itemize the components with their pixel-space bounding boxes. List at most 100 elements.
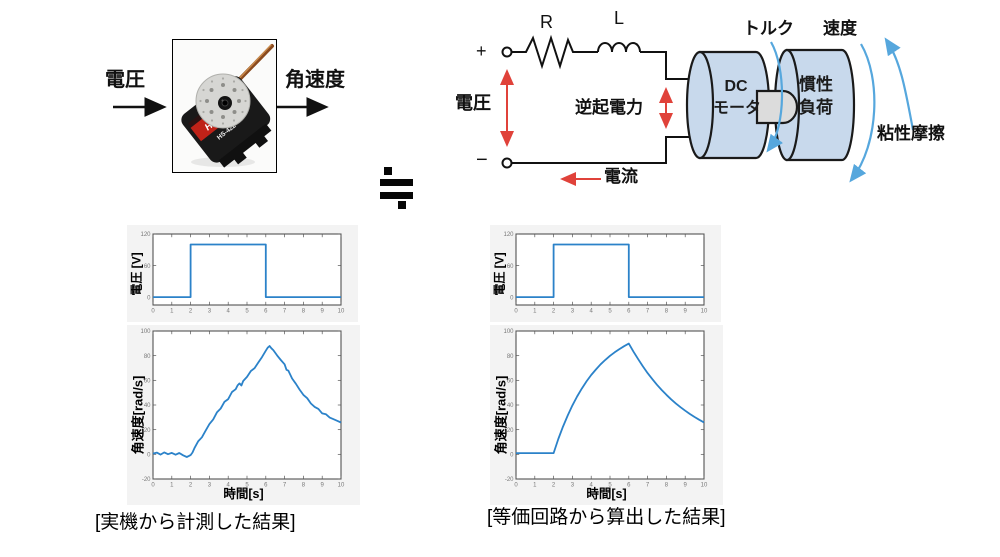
svg-text:0: 0 <box>147 453 151 459</box>
red-arrows <box>500 69 673 186</box>
svg-text:1: 1 <box>533 483 537 489</box>
rotation-arrows <box>766 37 915 183</box>
plot-line <box>516 342 705 455</box>
svg-text:60: 60 <box>507 264 514 270</box>
svg-text:20: 20 <box>144 428 151 434</box>
svg-text:4: 4 <box>590 483 594 489</box>
svg-text:120: 120 <box>503 232 514 238</box>
approx-equal-symbol <box>378 162 418 214</box>
svg-text:8: 8 <box>665 309 669 315</box>
svg-text:-20: -20 <box>505 477 514 483</box>
svg-text:6: 6 <box>627 483 631 489</box>
svg-text:5: 5 <box>608 483 612 489</box>
minus-terminal-node <box>501 157 513 169</box>
torque-arrow <box>766 41 784 153</box>
svg-text:7: 7 <box>283 309 287 315</box>
svg-text:60: 60 <box>144 379 151 385</box>
svg-text:3: 3 <box>208 309 212 315</box>
svg-text:6: 6 <box>264 309 268 315</box>
circuit-voltage-label: 電圧 <box>455 93 491 113</box>
speed-label: 速度 <box>823 19 857 38</box>
svg-text:10: 10 <box>338 309 345 315</box>
svg-text:0: 0 <box>147 295 151 301</box>
block-input-label: 電圧 <box>105 69 145 91</box>
plus-terminal-node <box>501 46 513 58</box>
servo-horn <box>195 73 251 129</box>
inertia-label-line2: 負荷 <box>799 98 833 117</box>
svg-text:10: 10 <box>701 483 708 489</box>
inductor-symbol <box>597 42 641 53</box>
approx-dot-bottom <box>398 201 406 209</box>
chart-xlabel: 時間[s] <box>223 487 264 501</box>
plus-terminal-label: + <box>476 41 487 61</box>
svg-text:5: 5 <box>245 309 249 315</box>
resistor-symbol <box>512 34 598 70</box>
caption-computed: [等価回路から算出した結果] <box>487 507 726 528</box>
svg-text:60: 60 <box>507 379 514 385</box>
load-cylinder <box>785 48 856 162</box>
approx-dot-top <box>384 167 392 175</box>
svg-text:1: 1 <box>170 309 174 315</box>
svg-text:1: 1 <box>170 483 174 489</box>
svg-text:4: 4 <box>227 483 231 489</box>
svg-text:0: 0 <box>510 453 514 459</box>
svg-text:5: 5 <box>245 483 249 489</box>
svg-text:20: 20 <box>507 428 514 434</box>
horn-highlight <box>221 99 224 102</box>
friction-label: 粘性摩擦 <box>877 124 945 143</box>
svg-text:7: 7 <box>646 309 650 315</box>
motor-cylinder-face <box>685 50 715 160</box>
svg-text:4: 4 <box>227 309 231 315</box>
svg-text:60: 60 <box>144 264 151 270</box>
svg-text:4: 4 <box>590 309 594 315</box>
horn-mid-holes <box>205 83 241 119</box>
svg-text:80: 80 <box>144 354 151 360</box>
svg-text:7: 7 <box>646 483 650 489</box>
chart-voltage-computed: 電圧 [V] 0 1 2 3 4 5 6 7 8 9 10 0 60 120 <box>490 225 721 322</box>
servo-photo: HiTEC HS-422 <box>181 44 274 168</box>
svg-text:2: 2 <box>552 483 556 489</box>
svg-text:8: 8 <box>302 309 306 315</box>
resistor-label: R <box>540 12 553 32</box>
svg-text:80: 80 <box>507 354 514 360</box>
servo-tabs <box>218 123 272 168</box>
svg-text:2: 2 <box>189 309 193 315</box>
caption-measured: [実機から計測した結果] <box>95 512 296 533</box>
svg-text:6: 6 <box>627 309 631 315</box>
plot-voltage-measured: 0 1 2 3 4 5 6 7 8 9 10 0 60 120 <box>140 232 345 315</box>
svg-text:7: 7 <box>283 483 287 489</box>
block-output-label: 角速度 <box>285 69 345 91</box>
plot-line <box>152 345 342 458</box>
minus-terminal-label: − <box>476 149 488 171</box>
svg-text:3: 3 <box>208 483 212 489</box>
plot-voltage-computed: 0 1 2 3 4 5 6 7 8 9 10 0 60 120 <box>503 232 708 315</box>
diagram-graphics <box>113 34 915 186</box>
chart-xlabel: 時間[s] <box>586 487 627 501</box>
wire-bottom <box>512 136 690 164</box>
svg-text:40: 40 <box>144 403 151 409</box>
svg-text:2: 2 <box>552 309 556 315</box>
svg-text:0: 0 <box>151 483 155 489</box>
svg-text:5: 5 <box>608 309 612 315</box>
speed-arrow <box>849 43 876 183</box>
wire-top <box>640 51 690 80</box>
svg-text:40: 40 <box>507 403 514 409</box>
motor-label-line2: モータ <box>712 100 761 117</box>
shaft <box>755 89 799 125</box>
inertia-label-line1: 慣性 <box>799 75 833 94</box>
svg-text:100: 100 <box>503 329 514 335</box>
motor-label-line1: DC <box>724 78 748 95</box>
svg-text:3: 3 <box>571 309 575 315</box>
svg-text:1: 1 <box>533 309 537 315</box>
plot-line <box>153 243 341 298</box>
chart-angular-velocity-computed: 角速度[rad/s] 時間[s] 0 1 2 3 4 5 6 7 8 9 10 -20 0 20 40 60 8… <box>490 325 723 505</box>
svg-text:6: 6 <box>264 483 268 489</box>
servo-photo-frame: HiTEC HS-422 <box>172 39 277 173</box>
svg-text:0: 0 <box>514 483 518 489</box>
svg-text:0: 0 <box>151 309 155 315</box>
chart-voltage-measured: 電圧 [V] 0 1 2 3 4 5 6 7 8 9 10 0 60 120 <box>127 225 358 322</box>
horn-screw <box>221 99 229 107</box>
